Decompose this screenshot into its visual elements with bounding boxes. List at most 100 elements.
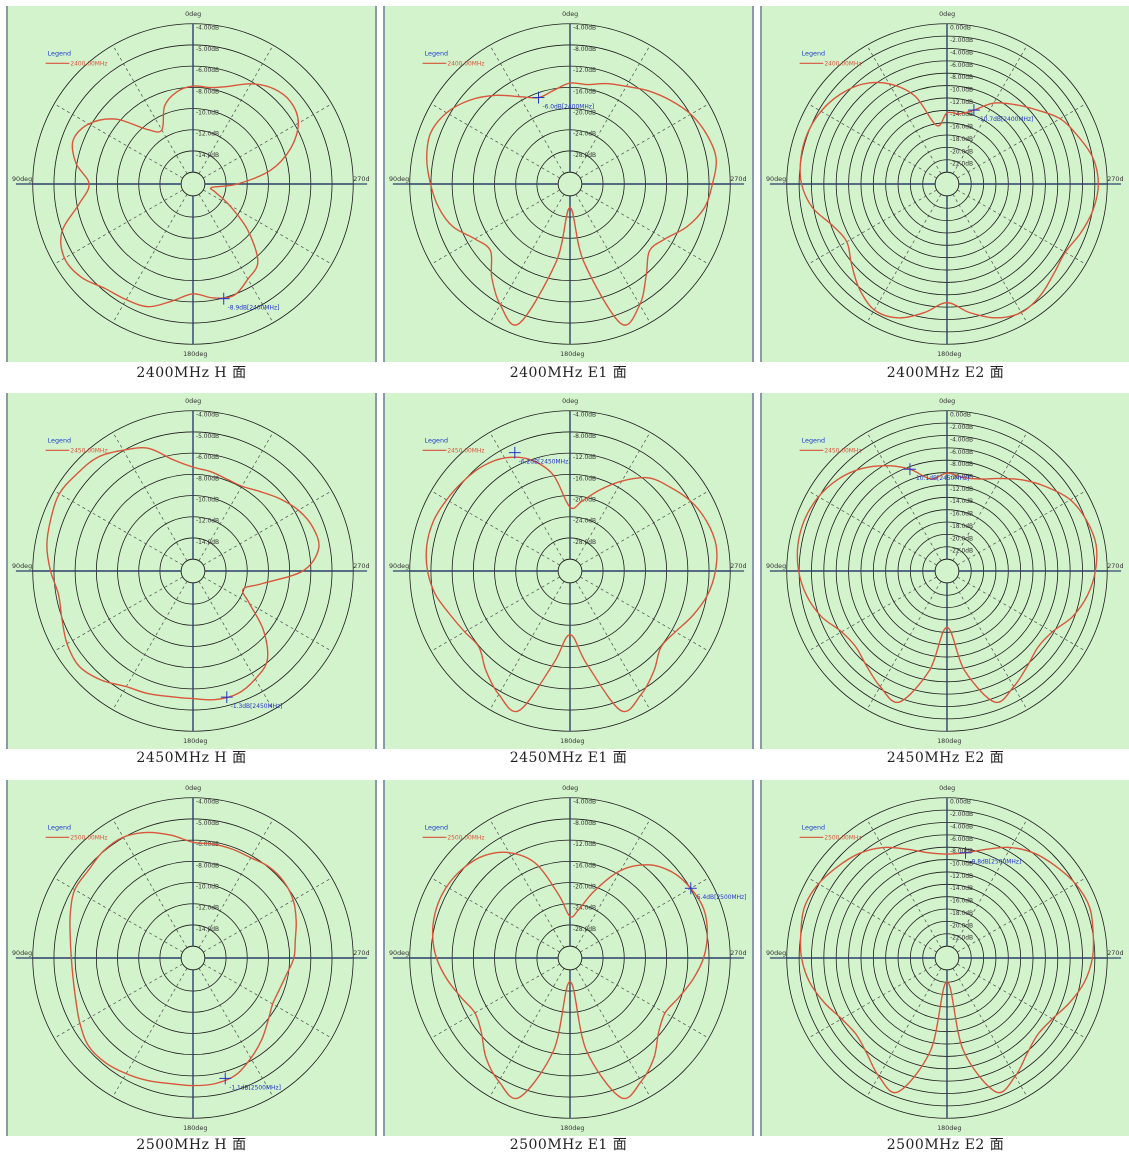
polar-chart-panel: 0.00dB -2.00dB -4.00dB -6.00dB -8.00dB -10.0d… xyxy=(760,780,1129,1136)
ring-label: -20.0dB xyxy=(573,883,596,890)
polar-spoke-line xyxy=(112,432,188,561)
pattern-trace xyxy=(796,464,1098,704)
ring-label: -5.00dB xyxy=(196,46,219,53)
marker-label: -10.7dB[2400MHz] xyxy=(978,116,1034,123)
angle-label: 180deg xyxy=(937,737,961,745)
legend-title: Legend xyxy=(48,436,72,444)
ring-label: -22.0dB xyxy=(950,161,973,168)
polar-spoke-line xyxy=(112,819,188,948)
polar-chart-svg: 0.00dB-2.00dB-4.00dB-6.00dB-8.00dB-10.0d… xyxy=(766,10,1124,358)
ring-label: -12.0dB xyxy=(196,518,219,525)
chart-caption: 2400MHz H 面 xyxy=(136,365,247,381)
chart-caption: 2400MHz E2 面 xyxy=(886,365,1005,381)
ring-label: -10.0dB xyxy=(196,496,219,503)
angle-label: 180deg xyxy=(183,1124,207,1132)
angle-label: 180deg xyxy=(183,350,207,358)
polar-chart-svg: 0.00dB-2.00dB-4.00dB-6.00dB-8.00dB-10.0d… xyxy=(766,397,1124,745)
ring-label: -16.0dB xyxy=(950,898,973,905)
polar-spoke-line xyxy=(866,194,942,323)
polar-spoke-line xyxy=(431,877,560,953)
marker-label: -1.1dB[2500MHz] xyxy=(229,1084,281,1091)
legend-title: Legend xyxy=(425,436,449,444)
ring-label: -10.0dB xyxy=(950,87,973,94)
polar-chart-panel: -4.00dB -8.00dB -12.0dB -16.0dB -20.0dB -24.0… xyxy=(383,393,754,749)
polar-spoke-line xyxy=(489,194,565,323)
ring-label: -16.0dB xyxy=(573,475,596,482)
ring-label: 0.00dB xyxy=(950,412,971,419)
ring-label: -4.00dB xyxy=(573,799,596,806)
polar-chart-panel: -4.00dB -5.00dB -6.00dB -8.00dB -10.0dB -12.0… xyxy=(6,780,377,1136)
chart-caption: 2450MHz E2 面 xyxy=(886,750,1005,766)
marker-label: -5.4dB[2500MHz] xyxy=(695,894,747,901)
marker-label: -8.9dB[2400MHz] xyxy=(228,305,280,312)
polar-spoke-line xyxy=(575,194,651,323)
polar-chart-panel: -4.00dB -5.00dB -6.00dB -8.00dB -10.0dB -12.0… xyxy=(6,393,377,749)
polar-spoke-line xyxy=(866,581,942,710)
ring-label: -12.0dB xyxy=(196,905,219,912)
polar-center-circle xyxy=(557,945,583,971)
ring-label: -4.00dB xyxy=(196,25,219,32)
angle-label: 180deg xyxy=(560,737,584,745)
polar-spoke-line xyxy=(198,194,274,323)
ring-label: -2.00dB xyxy=(950,37,973,44)
polar-spoke-line xyxy=(808,189,937,265)
angle-label: 90deg xyxy=(389,175,409,183)
polar-spoke-line xyxy=(580,490,709,566)
ring-label: -4.00dB xyxy=(573,412,596,419)
ring-label: -6.00dB xyxy=(196,67,219,74)
ring-label: -4.00dB xyxy=(950,823,973,830)
polar-spoke-line xyxy=(203,576,332,652)
angle-label: 0deg xyxy=(562,10,578,18)
ring-label: -12.0dB xyxy=(573,67,596,74)
polar-spoke-line xyxy=(112,968,188,1097)
pattern-trace xyxy=(799,846,1095,1094)
ring-label: -10.0dB xyxy=(950,861,973,868)
polar-center-circle xyxy=(180,171,206,197)
ring-label: -8.00dB xyxy=(196,475,219,482)
polar-center-circle xyxy=(180,945,206,971)
polar-spoke-line xyxy=(198,968,274,1097)
polar-spoke-line xyxy=(952,581,1028,710)
marker-label: -6.2dB[2450MHz] xyxy=(519,459,571,466)
polar-chart-svg: -4.00dB -5.00dB -6.00dB -8.00dB -10.0dB -12.0… xyxy=(12,784,370,1132)
polar-center-circle xyxy=(934,945,960,971)
polar-center-circle xyxy=(557,558,583,584)
polar-chart-panel: 0.00dB -2.00dB -4.00dB -6.00dB -8.00dB -10.0d… xyxy=(760,393,1129,749)
legend-entry: 2450.00MHz xyxy=(824,447,861,454)
angle-label: 0deg xyxy=(562,784,578,792)
marker-label: -6.0dB[2400MHz] xyxy=(542,103,594,110)
ring-label: -4.00dB xyxy=(950,436,973,443)
pattern-trace xyxy=(425,456,718,713)
angle-label: 0deg xyxy=(185,10,201,18)
ring-label: -20.0dB xyxy=(950,148,973,155)
ring-label: -14.0dB xyxy=(196,926,219,933)
polar-spoke-line xyxy=(198,45,274,174)
polar-spoke-line xyxy=(489,968,565,1097)
legend-title: Legend xyxy=(48,823,72,831)
polar-spoke-line xyxy=(575,968,651,1097)
ring-label: -8.00dB xyxy=(950,74,973,81)
polar-spoke-line xyxy=(580,963,709,1039)
angle-label: 90deg xyxy=(766,949,786,957)
polar-spoke-line xyxy=(952,194,1028,323)
chart-caption: 2500MHz E2 面 xyxy=(886,1137,1005,1153)
legend-entry: 2400.00MHz xyxy=(447,60,484,67)
ring-label: -14.0dB xyxy=(950,498,973,505)
polar-spoke-line xyxy=(431,963,560,1039)
ring-label: -6.00dB xyxy=(196,841,219,848)
angle-label: 90deg xyxy=(12,949,32,957)
polar-chart-svg: -4.00dB -5.00dB -6.00dB -8.00dB -10.0dB -12.0… xyxy=(12,397,370,745)
ring-label: -12.0dB xyxy=(573,841,596,848)
angle-label: 90deg xyxy=(766,562,786,570)
legend-title: Legend xyxy=(802,823,826,831)
polar-spoke-line xyxy=(198,819,274,948)
angle-label: 90deg xyxy=(12,562,32,570)
marker-label: -1.3dB[2450MHz] xyxy=(231,703,283,710)
legend-title: Legend xyxy=(802,436,826,444)
ring-label: -2.00dB xyxy=(950,811,973,818)
polar-spoke-line xyxy=(54,963,183,1039)
ring-label: -28.0dB xyxy=(573,539,596,546)
ring-label: -24.0dB xyxy=(573,131,596,138)
ring-label: -8.00dB xyxy=(950,461,973,468)
polar-spoke-line xyxy=(575,819,651,948)
